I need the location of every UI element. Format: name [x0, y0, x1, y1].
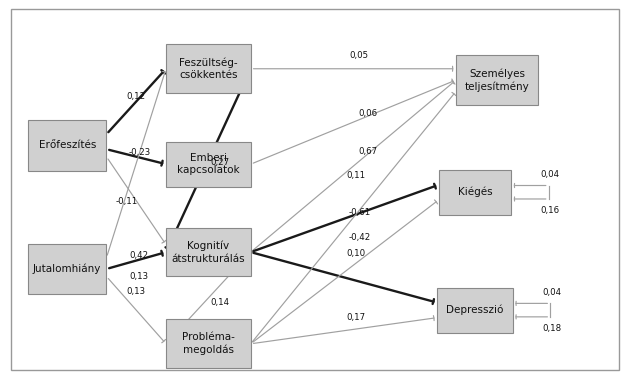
- Text: 0,67: 0,67: [358, 147, 378, 156]
- Text: Probléma-
megoldás: Probléma- megoldás: [182, 332, 235, 356]
- FancyBboxPatch shape: [28, 244, 106, 294]
- Text: 0,10: 0,10: [346, 250, 365, 259]
- Text: 0,27: 0,27: [210, 158, 229, 167]
- Text: -0,11: -0,11: [116, 197, 138, 206]
- Text: -0,61: -0,61: [349, 208, 371, 217]
- Text: 0,05: 0,05: [350, 51, 369, 60]
- Text: Erőfeszítés: Erőfeszítés: [38, 141, 96, 150]
- Text: Emberi
kapcsolatok: Emberi kapcsolatok: [177, 153, 239, 175]
- Text: -0,42: -0,42: [349, 233, 371, 242]
- Text: 0,42: 0,42: [130, 251, 149, 261]
- Text: Jutalomhiány: Jutalomhiány: [33, 264, 101, 274]
- Text: 0,13: 0,13: [127, 287, 146, 296]
- Text: 0,04: 0,04: [541, 170, 559, 179]
- Text: 0,18: 0,18: [542, 323, 561, 333]
- Text: 0,11: 0,11: [346, 171, 365, 180]
- Text: 0,13: 0,13: [130, 272, 149, 281]
- Text: 0,14: 0,14: [210, 298, 229, 307]
- FancyBboxPatch shape: [439, 170, 511, 215]
- Text: Kiégés: Kiégés: [457, 187, 492, 198]
- Text: 0,12: 0,12: [127, 92, 146, 101]
- FancyBboxPatch shape: [437, 288, 513, 333]
- Text: -0,23: -0,23: [129, 149, 151, 158]
- Text: 0,17: 0,17: [346, 313, 365, 322]
- FancyBboxPatch shape: [166, 228, 251, 276]
- Text: 0,04: 0,04: [542, 288, 561, 297]
- Text: Személyes
teljesítmény: Személyes teljesítmény: [464, 68, 529, 92]
- Text: 0,16: 0,16: [541, 206, 559, 215]
- FancyBboxPatch shape: [456, 55, 537, 105]
- FancyBboxPatch shape: [166, 142, 251, 187]
- Text: Feszültség-
csökkentés: Feszültség- csökkentés: [179, 57, 238, 80]
- FancyBboxPatch shape: [28, 120, 106, 171]
- Text: Depresszió: Depresszió: [446, 305, 503, 316]
- Text: 0,06: 0,06: [358, 109, 378, 118]
- FancyBboxPatch shape: [166, 319, 251, 368]
- FancyBboxPatch shape: [166, 44, 251, 93]
- Text: Kognitív
átstrukturálás: Kognitív átstrukturálás: [171, 241, 245, 264]
